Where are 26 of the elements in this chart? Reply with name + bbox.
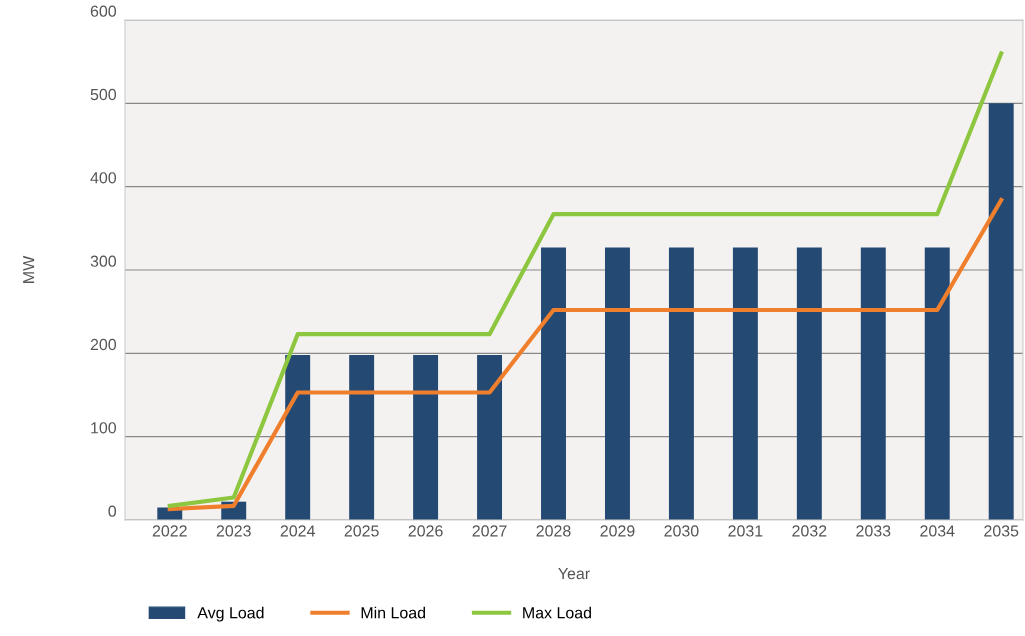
x-tick-label: 2022 xyxy=(152,525,187,537)
x-tick-label: 2026 xyxy=(408,525,443,537)
x-tick-label: 2027 xyxy=(472,525,507,537)
x-axis-title: Year xyxy=(558,568,590,580)
legend-label: Min Load xyxy=(361,606,426,619)
x-tick-label: 2029 xyxy=(600,525,635,537)
legend-label: Max Load xyxy=(523,606,591,619)
x-tick-label: 2032 xyxy=(792,525,827,537)
y-tick-label: 100 xyxy=(91,422,117,434)
y-tick-label: 300 xyxy=(90,255,117,267)
x-tick-label: 2033 xyxy=(856,525,891,537)
y-tick-label: 400 xyxy=(90,172,117,184)
x-tick-label: 2023 xyxy=(216,525,251,537)
x-tick-label: 2028 xyxy=(536,525,571,537)
legend-label: Avg Load xyxy=(197,606,264,622)
y-tick-label: 0 xyxy=(108,505,117,517)
x-tick-label: 2034 xyxy=(920,525,955,537)
y-tick-label: 600 xyxy=(90,5,117,17)
x-tick-label: 2025 xyxy=(344,525,379,537)
y-tick-label: 200 xyxy=(90,338,117,351)
y-axis-title: MW xyxy=(23,255,35,283)
x-tick-label: 2031 xyxy=(728,525,763,537)
x-tick-label: 2024 xyxy=(280,525,315,537)
y-tick-label: 500 xyxy=(90,88,117,101)
x-tick-label: 2035 xyxy=(984,525,1019,537)
x-tick-label: 2030 xyxy=(664,525,699,537)
